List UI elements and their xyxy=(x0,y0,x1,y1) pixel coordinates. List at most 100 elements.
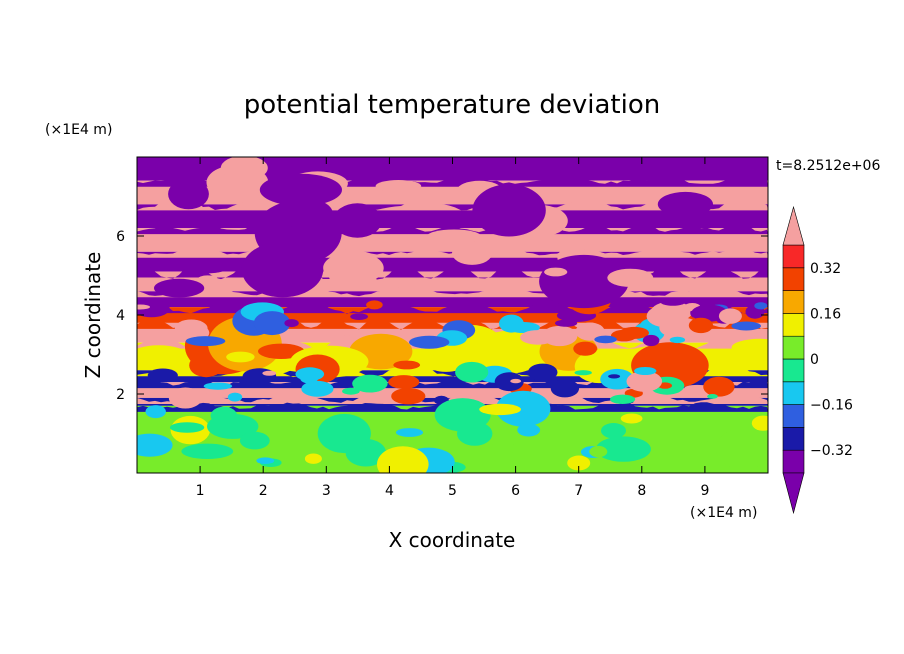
field-patch xyxy=(657,191,714,217)
field-patch xyxy=(258,343,305,359)
field-patch xyxy=(323,251,384,285)
field-patch xyxy=(203,382,233,390)
field-patch xyxy=(350,313,368,320)
colorbar-segment xyxy=(782,427,805,451)
field-patch xyxy=(139,388,154,394)
field-patch xyxy=(301,380,334,397)
field-patch xyxy=(227,392,243,402)
field-patch xyxy=(691,304,728,322)
field-patch xyxy=(660,298,686,306)
colorbar-segment xyxy=(782,449,805,474)
field-patch xyxy=(220,157,268,181)
field-patch xyxy=(751,415,768,431)
field-patch xyxy=(594,335,617,344)
field-patch xyxy=(393,360,421,370)
x-tick-label: 7 xyxy=(574,483,583,499)
field-patch xyxy=(428,356,464,372)
field-patch xyxy=(262,370,277,376)
field-patch xyxy=(494,372,524,392)
field-patch xyxy=(650,301,693,323)
field-patch xyxy=(317,413,371,454)
y-axis: 2 4 6 xyxy=(116,229,768,403)
field-patch xyxy=(510,378,522,384)
field-patch xyxy=(168,387,202,409)
field-patch xyxy=(511,355,533,370)
x-axis: 1 2 3 4 5 6 7 8 9 xyxy=(196,157,709,499)
x-tick-label: 1 xyxy=(196,483,205,499)
field-patch xyxy=(610,394,636,404)
colorbar-label: −0.32 xyxy=(810,443,853,459)
field-patch xyxy=(375,180,422,193)
x-tick-label: 4 xyxy=(385,483,394,499)
field-patch xyxy=(731,338,768,356)
field-patch xyxy=(493,450,515,465)
field-patch xyxy=(707,394,718,399)
field-patch xyxy=(388,375,420,389)
x-tick-label: 9 xyxy=(700,483,709,499)
field-patch xyxy=(284,319,299,328)
field-patch xyxy=(239,431,270,450)
colorbar: 0.32 0.16 0 −0.16 −0.32 xyxy=(782,205,853,515)
field-patch xyxy=(457,421,493,446)
colorbar-label: 0.32 xyxy=(810,261,841,277)
colorbar-segment xyxy=(782,381,805,405)
field-patch xyxy=(197,275,218,284)
band-boundary xyxy=(137,198,768,211)
field-patch xyxy=(575,322,605,341)
field-patch xyxy=(578,356,601,369)
field-patch xyxy=(377,446,429,473)
field-patch xyxy=(589,445,608,458)
field-patch xyxy=(147,368,178,383)
field-patch xyxy=(754,302,768,310)
field-patch xyxy=(752,259,768,273)
y-tick-label: 2 xyxy=(116,387,125,403)
field-patch xyxy=(137,304,150,310)
field-patch xyxy=(154,278,205,298)
field-patch xyxy=(259,173,342,206)
field-patch xyxy=(620,413,643,424)
field-patch xyxy=(137,345,187,365)
colorbar-label: 0 xyxy=(810,352,819,368)
field-patch xyxy=(295,367,325,381)
field-patch xyxy=(669,336,686,344)
colorbar-segment xyxy=(782,404,805,428)
field-patch xyxy=(574,370,592,376)
field-patch xyxy=(352,374,388,393)
field-patch xyxy=(573,341,598,356)
field-patch xyxy=(426,229,482,244)
field-patch xyxy=(496,390,551,427)
field-patch xyxy=(607,268,654,287)
field-patch xyxy=(703,376,735,397)
field-patch xyxy=(181,259,231,274)
field-patch xyxy=(688,317,714,334)
field-patch xyxy=(489,436,517,447)
x-tick-label: 2 xyxy=(259,483,268,499)
x-axis-label: X coordinate xyxy=(389,528,516,552)
field-patch xyxy=(256,457,275,465)
y-axis-label: Z coordinate xyxy=(81,252,105,379)
field-patch xyxy=(527,363,558,381)
field-patch xyxy=(395,428,424,437)
field-patch xyxy=(601,423,626,439)
field-patch xyxy=(506,322,540,333)
band-boundary xyxy=(137,392,768,404)
field-patch xyxy=(145,405,166,419)
field-patch xyxy=(342,387,360,395)
field-patch xyxy=(168,178,209,210)
field-patch xyxy=(242,368,277,385)
chart-title: potential temperature deviation xyxy=(244,90,660,120)
field-patch xyxy=(137,433,173,457)
colorbar-label: 0.16 xyxy=(810,306,841,322)
field-patch xyxy=(520,330,556,345)
field-patch xyxy=(333,203,382,238)
field-patch xyxy=(595,436,651,462)
colorbar-top-arrow xyxy=(782,205,805,246)
field-patch xyxy=(174,319,208,338)
colorbar-segment xyxy=(782,244,805,269)
field-patch xyxy=(366,300,383,310)
time-label: t=8.2512e+06 xyxy=(776,158,880,174)
field-patch xyxy=(275,198,333,229)
field-patch xyxy=(137,299,170,318)
x-unit-label: (×1E4 m) xyxy=(690,505,757,521)
